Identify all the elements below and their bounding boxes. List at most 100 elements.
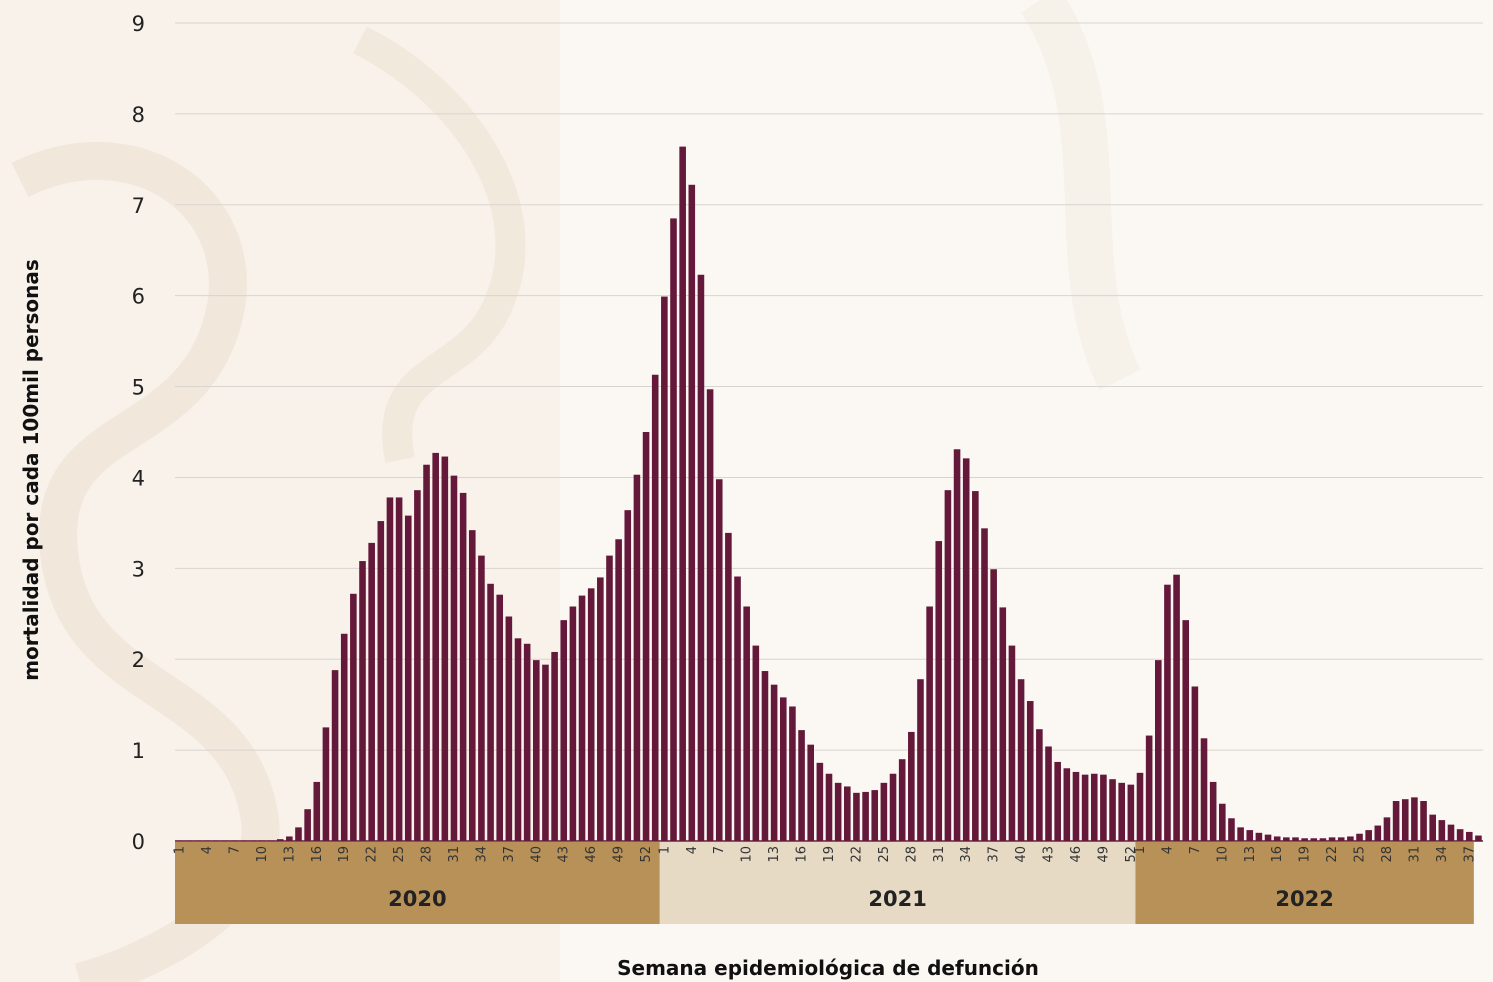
bar [331, 670, 339, 841]
bar [779, 697, 787, 841]
bar [725, 532, 732, 841]
bar [1209, 781, 1217, 841]
bar [816, 762, 824, 841]
bar [1219, 803, 1226, 841]
x-tick-label: 16 [310, 846, 325, 863]
bar [688, 184, 696, 841]
bar [1475, 835, 1482, 841]
year-label: 2022 [1275, 887, 1333, 911]
bar [834, 782, 842, 841]
x-tick-label: 16 [1270, 846, 1285, 863]
bar [313, 781, 321, 841]
bar [1292, 837, 1299, 841]
bar [395, 497, 403, 841]
bar [1383, 817, 1391, 841]
bar [990, 569, 997, 841]
bar [386, 497, 394, 841]
bar [1026, 701, 1034, 841]
x-tick-label: 4 [200, 846, 215, 854]
y-tick-label: 2 [132, 648, 145, 672]
bar [496, 594, 504, 841]
bar [606, 555, 613, 841]
bar [459, 492, 467, 841]
x-tick-label: 52 [639, 846, 654, 863]
bar [1246, 830, 1254, 841]
bar [880, 782, 888, 841]
bar [633, 474, 641, 841]
bar [734, 576, 741, 841]
x-tick-label: 31 [932, 846, 947, 863]
bar [807, 744, 814, 841]
x-tick-label: 28 [420, 846, 435, 863]
bar [1438, 820, 1446, 841]
x-tick-label: 1 [657, 846, 672, 854]
y-tick-label: 1 [132, 739, 145, 763]
bar [679, 146, 686, 841]
bar [1145, 735, 1153, 841]
bar [404, 515, 412, 841]
bar [953, 449, 961, 841]
x-tick-label: 13 [1243, 846, 1258, 863]
year-band [1135, 842, 1474, 924]
x-tick-label: 31 [1407, 846, 1422, 863]
bar [1264, 834, 1272, 841]
bar [798, 730, 805, 841]
bar [1173, 574, 1180, 841]
bar [487, 583, 494, 841]
bar [962, 458, 970, 841]
y-tick-label: 6 [132, 285, 145, 309]
bar [587, 588, 595, 841]
x-tick-label: 4 [685, 846, 700, 854]
bar [1072, 771, 1080, 841]
bar [295, 827, 302, 841]
bar [514, 638, 522, 841]
bar [1109, 779, 1116, 841]
x-tick-label: 37 [987, 846, 1002, 863]
bar [276, 839, 284, 841]
y-tick-label: 5 [132, 376, 145, 400]
bar [1319, 838, 1327, 841]
year-label: 2021 [868, 887, 926, 911]
bar [789, 706, 796, 841]
bar [1301, 838, 1308, 841]
bar [642, 432, 650, 841]
bar [505, 616, 513, 841]
bar [715, 479, 723, 841]
bar [670, 218, 677, 841]
x-tick-label: 19 [822, 846, 837, 863]
bar [981, 528, 988, 841]
x-tick-label: 28 [1380, 846, 1395, 863]
x-tick-label: 7 [712, 846, 727, 854]
x-tick-label: 19 [1298, 846, 1313, 863]
bar [743, 606, 750, 841]
bar [340, 633, 348, 841]
bar [752, 645, 760, 841]
x-tick-label: 13 [282, 846, 297, 863]
bar [450, 475, 458, 841]
x-tick-label: 10 [740, 846, 755, 863]
x-tick-label: 1 [173, 846, 188, 854]
y-tick-label: 8 [132, 103, 145, 127]
bar [1228, 818, 1235, 841]
x-tick-label: 34 [1435, 846, 1450, 863]
x-tick-label: 10 [255, 846, 270, 863]
x-tick-label: 49 [612, 846, 627, 863]
bar [423, 464, 430, 841]
x-tick-label: 34 [474, 846, 489, 863]
x-tick-label: 22 [849, 846, 864, 863]
bar [468, 530, 476, 841]
bar [1374, 825, 1382, 841]
x-tick-label: 46 [1069, 846, 1084, 863]
year-band [175, 842, 660, 924]
bar [1356, 833, 1363, 841]
bar [1465, 831, 1473, 841]
bar [578, 595, 586, 841]
bar [624, 510, 632, 841]
bar [898, 759, 906, 841]
bar [286, 836, 293, 841]
x-axis-ticks: 1 4 7 10 13 16 19 22 25 28 31 34 37 40 43 46 49 52 1 4 7 10 13… [173, 846, 1478, 863]
bar [1164, 584, 1171, 841]
bar [350, 593, 357, 841]
x-tick-label: 40 [529, 846, 544, 863]
